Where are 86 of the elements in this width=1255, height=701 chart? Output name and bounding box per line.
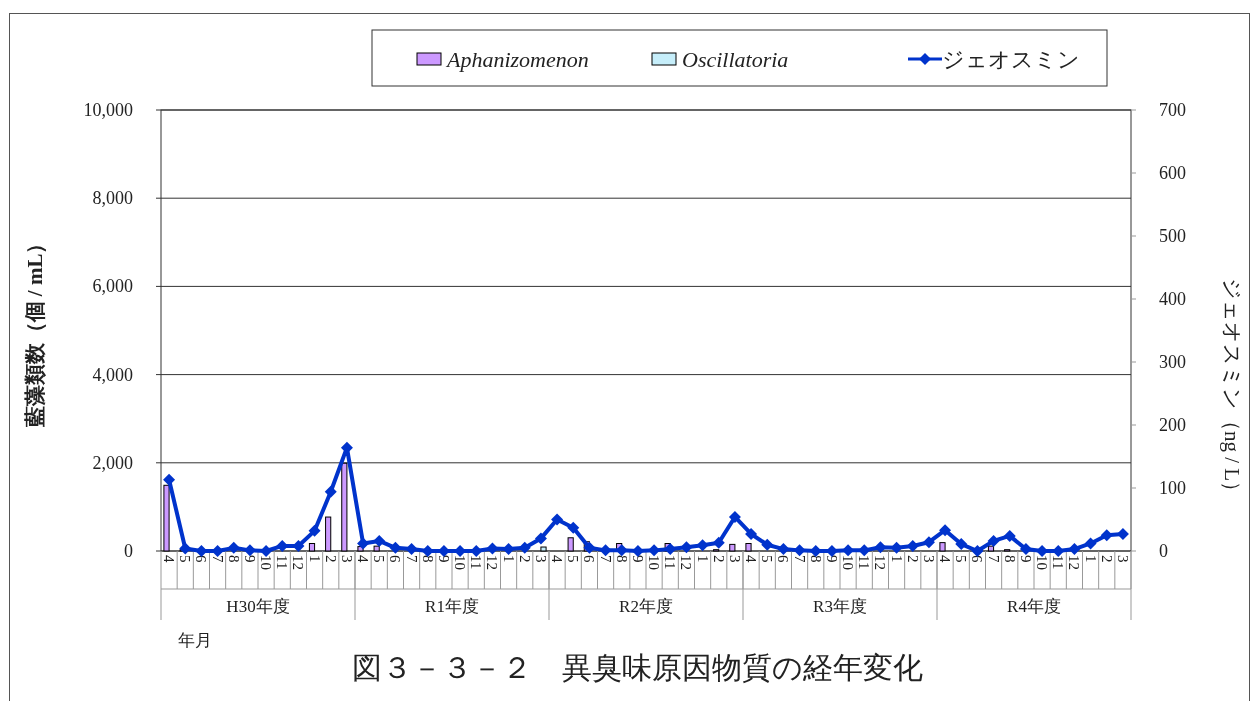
- x-tick-label: 9: [629, 555, 646, 563]
- x-tick-label: 7: [791, 555, 808, 563]
- x-tick-label: 9: [435, 555, 452, 563]
- x-tick-label: 6: [387, 555, 404, 563]
- x-tick-label: 4: [161, 555, 178, 563]
- x-tick-label: 5: [177, 555, 194, 563]
- x-tick-label: 10: [258, 555, 275, 570]
- x-tick-label: 6: [193, 555, 210, 563]
- x-tick-label: 1: [306, 555, 323, 563]
- x-tick-label: 12: [290, 555, 307, 570]
- x-tick-label: 4: [937, 555, 954, 563]
- x-tick-label: 2: [1098, 555, 1115, 563]
- x-tick-label: 7: [985, 555, 1002, 563]
- x-tick-label: 9: [1017, 555, 1034, 563]
- legend-label: Oscillatoria: [682, 47, 789, 72]
- y-axis-title: 藍藻類数（個 / mL）: [23, 232, 47, 429]
- x-tick-label: 12: [484, 555, 501, 570]
- y-tick-label: 10,000: [83, 100, 133, 120]
- text: R2年度: [619, 597, 673, 616]
- x-tick-label: 4: [355, 555, 372, 563]
- x-tick-label: 10: [840, 555, 857, 570]
- x-tick-label: 2: [904, 555, 921, 563]
- x-tick-label: 8: [807, 555, 824, 563]
- x-tick-label: 11: [662, 555, 679, 570]
- x-tick-label: 10: [1034, 555, 1051, 570]
- x-tick-label: 5: [371, 555, 388, 563]
- x-tick-label: 12: [872, 555, 889, 570]
- x-tick-label: 7: [403, 555, 420, 563]
- x-tick-label: 7: [597, 555, 614, 563]
- x-tick-label: 5: [565, 555, 582, 563]
- x-tick-label: 11: [1050, 555, 1067, 570]
- x-tick-label: 1: [694, 555, 711, 563]
- x-tick-label: 5: [759, 555, 776, 563]
- text: R3年度: [813, 597, 867, 616]
- y2-tick-label: 400: [1159, 289, 1186, 309]
- legend-label: Aphanizomenon: [445, 47, 589, 72]
- x-tick-label: 3: [1114, 555, 1131, 563]
- x-tick-label: 1: [888, 555, 905, 563]
- x-tick-label: 3: [338, 555, 355, 563]
- y2-tick-label: 500: [1159, 226, 1186, 246]
- x-tick-label: 6: [581, 555, 598, 563]
- x-tick-label: 6: [775, 555, 792, 563]
- y2-tick-label: 200: [1159, 415, 1186, 435]
- x-tick-label: 11: [468, 555, 485, 570]
- x-tick-label: 8: [613, 555, 630, 563]
- x-tick-label: 8: [419, 555, 436, 563]
- x-tick-label: 3: [532, 555, 549, 563]
- x-tick-label: 2: [710, 555, 727, 563]
- x-tick-label: 10: [646, 555, 663, 570]
- y-tick-label: 8,000: [92, 188, 133, 209]
- x-tick-label: 11: [274, 555, 291, 570]
- x-axis-title: 年月: [178, 631, 212, 650]
- y-tick-label: 6,000: [92, 276, 133, 297]
- text: R1年度: [425, 597, 479, 616]
- x-tick-label: 10: [452, 555, 469, 570]
- x-tick-label: 5: [953, 555, 970, 563]
- x-tick-label: 12: [1066, 555, 1083, 570]
- x-tick-label: 11: [856, 555, 873, 570]
- y2-tick-label: 700: [1159, 100, 1186, 120]
- x-tick-label: 4: [743, 555, 760, 563]
- y-tick-label: 0: [124, 541, 133, 561]
- x-tick-label: 3: [920, 555, 937, 563]
- y2-tick-label: 0: [1159, 541, 1168, 561]
- x-tick-label: 2: [322, 555, 339, 563]
- y2-tick-label: 600: [1159, 163, 1186, 183]
- x-tick-label: 2: [516, 555, 533, 563]
- x-tick-label: 12: [678, 555, 695, 570]
- y2-axis-title: ジェオスミン（ng / L）: [1220, 277, 1244, 503]
- x-tick-label: 3: [726, 555, 743, 563]
- x-tick-label: 7: [209, 555, 226, 563]
- y2-tick-label: 100: [1159, 478, 1186, 498]
- y-tick-label: 2,000: [92, 452, 133, 473]
- x-tick-label: 9: [241, 555, 258, 563]
- legend-label: ジェオスミン: [942, 47, 1080, 72]
- x-tick-label: 6: [969, 555, 986, 563]
- text: H30年度: [226, 597, 290, 616]
- x-tick-label: 1: [1082, 555, 1099, 563]
- x-tick-label: 9: [823, 555, 840, 563]
- text: R4年度: [1007, 597, 1061, 616]
- y2-tick-label: 300: [1159, 352, 1186, 372]
- x-tick-label: 8: [1001, 555, 1018, 563]
- y-tick-label: 4,000: [92, 364, 133, 385]
- x-tick-label: 1: [500, 555, 517, 563]
- text: 図３－３－２ 異臭味原因物質の経年変化: [351, 651, 923, 684]
- x-tick-label: 8: [225, 555, 242, 563]
- x-tick-label: 4: [549, 555, 566, 563]
